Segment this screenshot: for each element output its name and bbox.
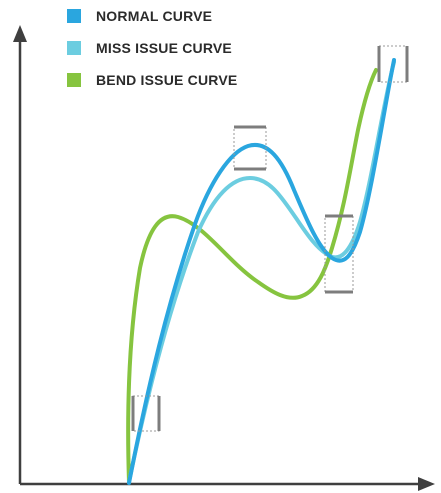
legend-item-normal: NORMAL CURVE — [67, 8, 212, 24]
legend-swatch-normal — [67, 9, 81, 23]
axes — [13, 25, 435, 491]
legend-item-miss: MISS ISSUE CURVE — [67, 40, 232, 56]
legend-swatch-bend — [67, 73, 81, 87]
marker-end — [377, 45, 409, 83]
y-axis-arrow-icon — [13, 25, 27, 42]
legend-label-normal: NORMAL CURVE — [96, 8, 212, 24]
legend-item-bend: BEND ISSUE CURVE — [67, 72, 237, 88]
marker-valley — [324, 214, 354, 294]
marker-peak — [233, 125, 267, 171]
legend-label-miss: MISS ISSUE CURVE — [96, 40, 232, 56]
curves — [126, 58, 396, 485]
markers — [131, 45, 409, 432]
miss-issue-curve — [127, 60, 396, 484]
legend: NORMAL CURVE MISS ISSUE CURVE BEND ISSUE… — [67, 8, 237, 88]
legend-label-bend: BEND ISSUE CURVE — [96, 72, 237, 88]
marker-start — [131, 395, 161, 432]
bend-issue-curve — [126, 68, 378, 484]
normal-curve — [127, 58, 396, 485]
x-axis-arrow-icon — [418, 477, 435, 491]
legend-swatch-miss — [67, 41, 81, 55]
